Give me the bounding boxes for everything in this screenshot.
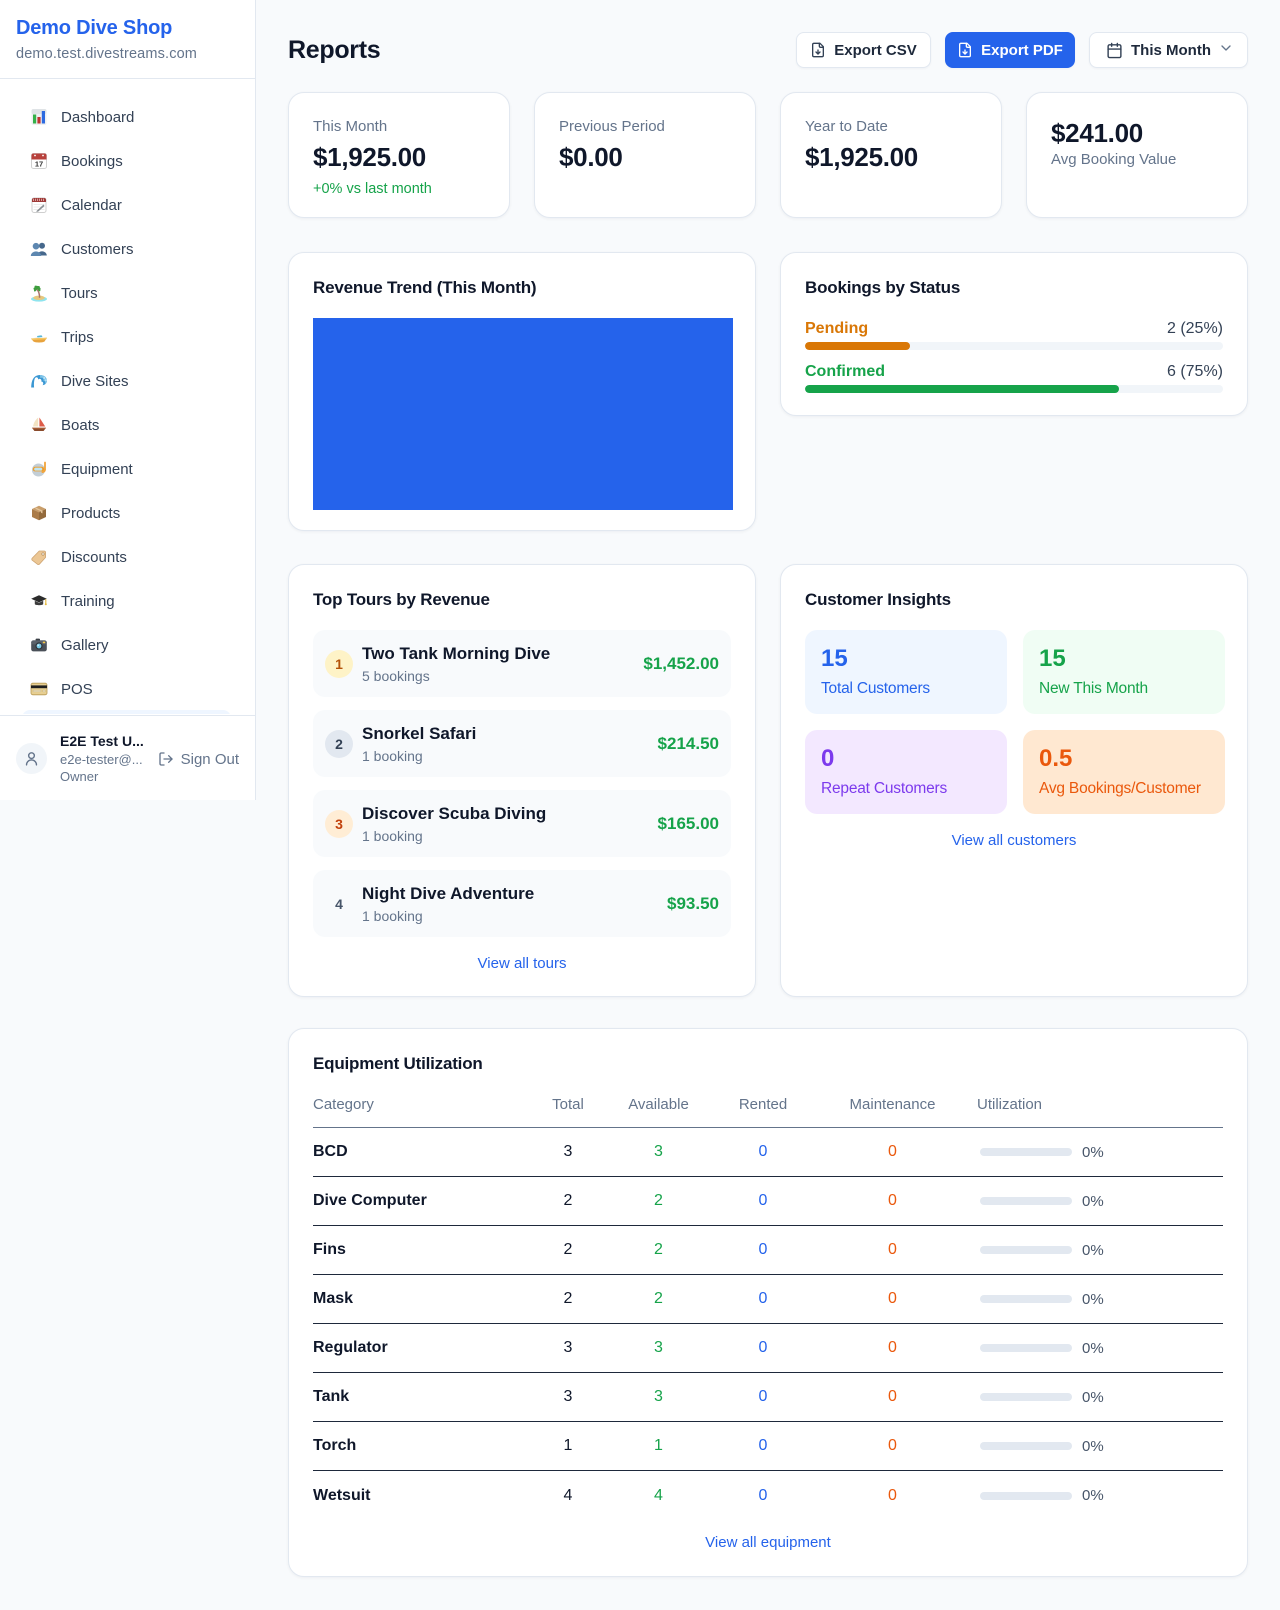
svg-text:17: 17: [35, 160, 43, 169]
